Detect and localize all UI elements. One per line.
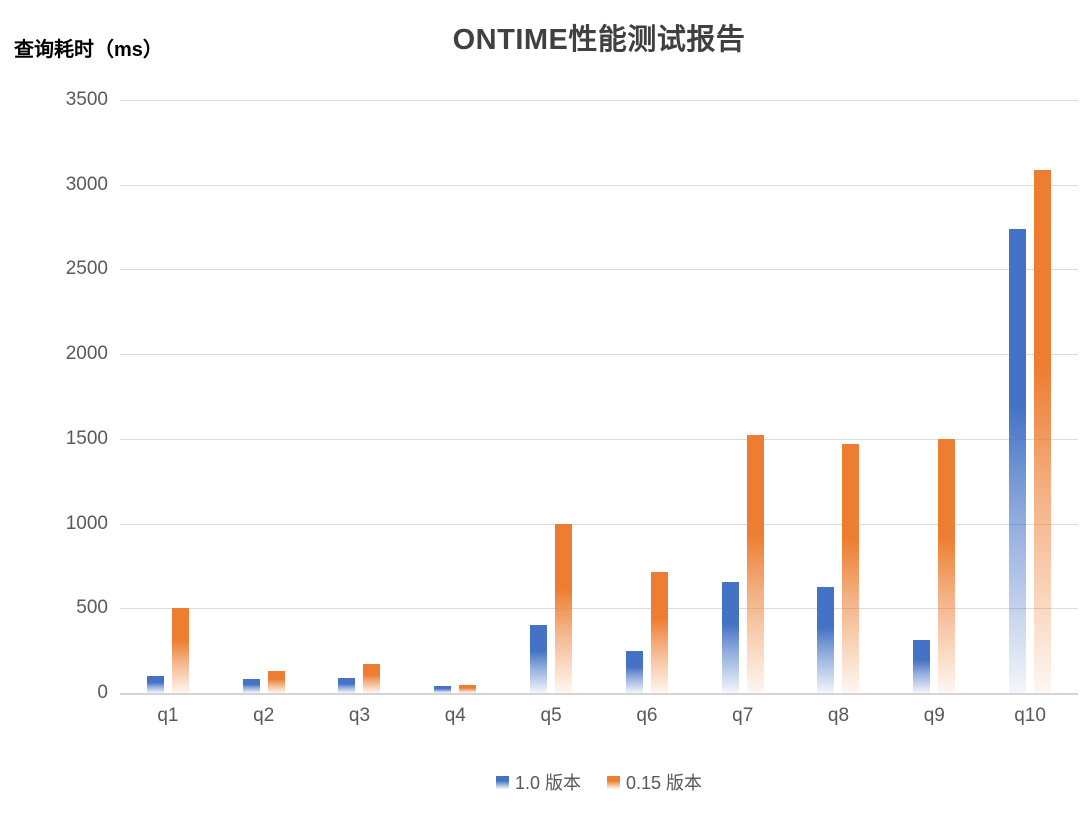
- legend-item-1.0版本: 1.0 版本: [495, 769, 581, 795]
- bar-group-q3: [312, 100, 408, 693]
- bar-q4-1.0版本: [434, 686, 452, 693]
- bar-q9-0.15版本: [938, 438, 956, 693]
- bar-q6-0.15版本: [650, 571, 668, 693]
- x-tick-label-q8: q8: [827, 705, 850, 726]
- bar-group-q2: [216, 100, 312, 693]
- x-tick-label-q1: q1: [157, 705, 179, 726]
- x-tick-label-q4: q4: [444, 705, 466, 726]
- bar-group-q9: [886, 100, 982, 693]
- bar-group-q6: [599, 100, 695, 693]
- legend: 1.0 版本 0.15 版本: [120, 769, 1078, 795]
- bar-group-q7: [695, 100, 791, 693]
- y-tick-label-1000: 1000: [65, 512, 108, 534]
- y-tick-label-0: 0: [97, 682, 108, 703]
- gridline-y500: [120, 608, 1078, 610]
- x-axis-line: [120, 693, 1078, 695]
- bar-q9-1.0版本: [913, 640, 931, 693]
- bar-q2-0.15版本: [267, 670, 285, 693]
- bar-q5-1.0版本: [530, 625, 548, 693]
- bar-group-q5: [503, 100, 599, 693]
- bar-group-q4: [407, 100, 503, 693]
- bar-q8-1.0版本: [817, 587, 835, 693]
- x-tick-label-q10: q10: [1014, 705, 1046, 726]
- bar-group-q8: [791, 100, 887, 693]
- legend-label: 0.15 版本: [625, 773, 703, 793]
- x-tick-label-q3: q3: [348, 705, 371, 726]
- gridline-y3000: [120, 184, 1078, 186]
- bar-group-q1: [120, 100, 216, 693]
- bar-q7-0.15版本: [746, 434, 764, 693]
- y-tick-label-1500: 1500: [65, 427, 108, 449]
- bar-q3-0.15版本: [363, 664, 381, 693]
- legend-swatch-icon: [495, 775, 509, 789]
- gridline-y1000: [120, 523, 1078, 525]
- gridline-y1500: [120, 438, 1078, 440]
- y-axis-title: 查询耗时（ms）: [14, 39, 163, 61]
- x-tick-label-q2: q2: [253, 705, 275, 726]
- bar-q3-1.0版本: [338, 677, 356, 693]
- chart-title: ONTIME性能测试报告: [452, 24, 746, 56]
- bar-q10-0.15版本: [1034, 170, 1052, 693]
- legend-swatch-icon: [606, 775, 620, 789]
- bar-q10-1.0版本: [1009, 228, 1027, 693]
- bar-group-q10: [982, 100, 1078, 693]
- plot-area: 0 500 1000 1500 2000 2500 3000 3500 q1 q2 q3 q4 q5 q6…: [66, 90, 1078, 726]
- gridline-y2500: [120, 269, 1078, 271]
- y-tick-label-500: 500: [76, 597, 108, 619]
- y-tick-label-3000: 3000: [65, 173, 108, 195]
- gridline-y2000: [120, 354, 1078, 356]
- x-tick-label-q6: q6: [636, 705, 658, 726]
- x-tick-label-q7: q7: [732, 705, 754, 726]
- x-tick-label-q5: q5: [540, 705, 562, 726]
- bar-q4-0.15版本: [459, 684, 477, 693]
- legend-item-0.15版本: 0.15 版本: [606, 769, 703, 795]
- legend-label: 1.0 版本: [514, 773, 581, 793]
- y-tick-label-3500: 3500: [65, 89, 108, 110]
- bar-q8-0.15版本: [842, 443, 860, 693]
- x-tick-label-q9: q9: [923, 705, 945, 726]
- bar-q1-0.15版本: [171, 608, 189, 693]
- bar-q7-1.0版本: [721, 582, 739, 693]
- gridline-y3500: [120, 100, 1078, 101]
- y-tick-label-2000: 2000: [65, 343, 108, 365]
- y-tick-label-2500: 2500: [65, 258, 108, 280]
- bar-q2-1.0版本: [242, 678, 260, 693]
- bar-q6-1.0版本: [625, 650, 643, 693]
- bar-q1-1.0版本: [146, 676, 164, 693]
